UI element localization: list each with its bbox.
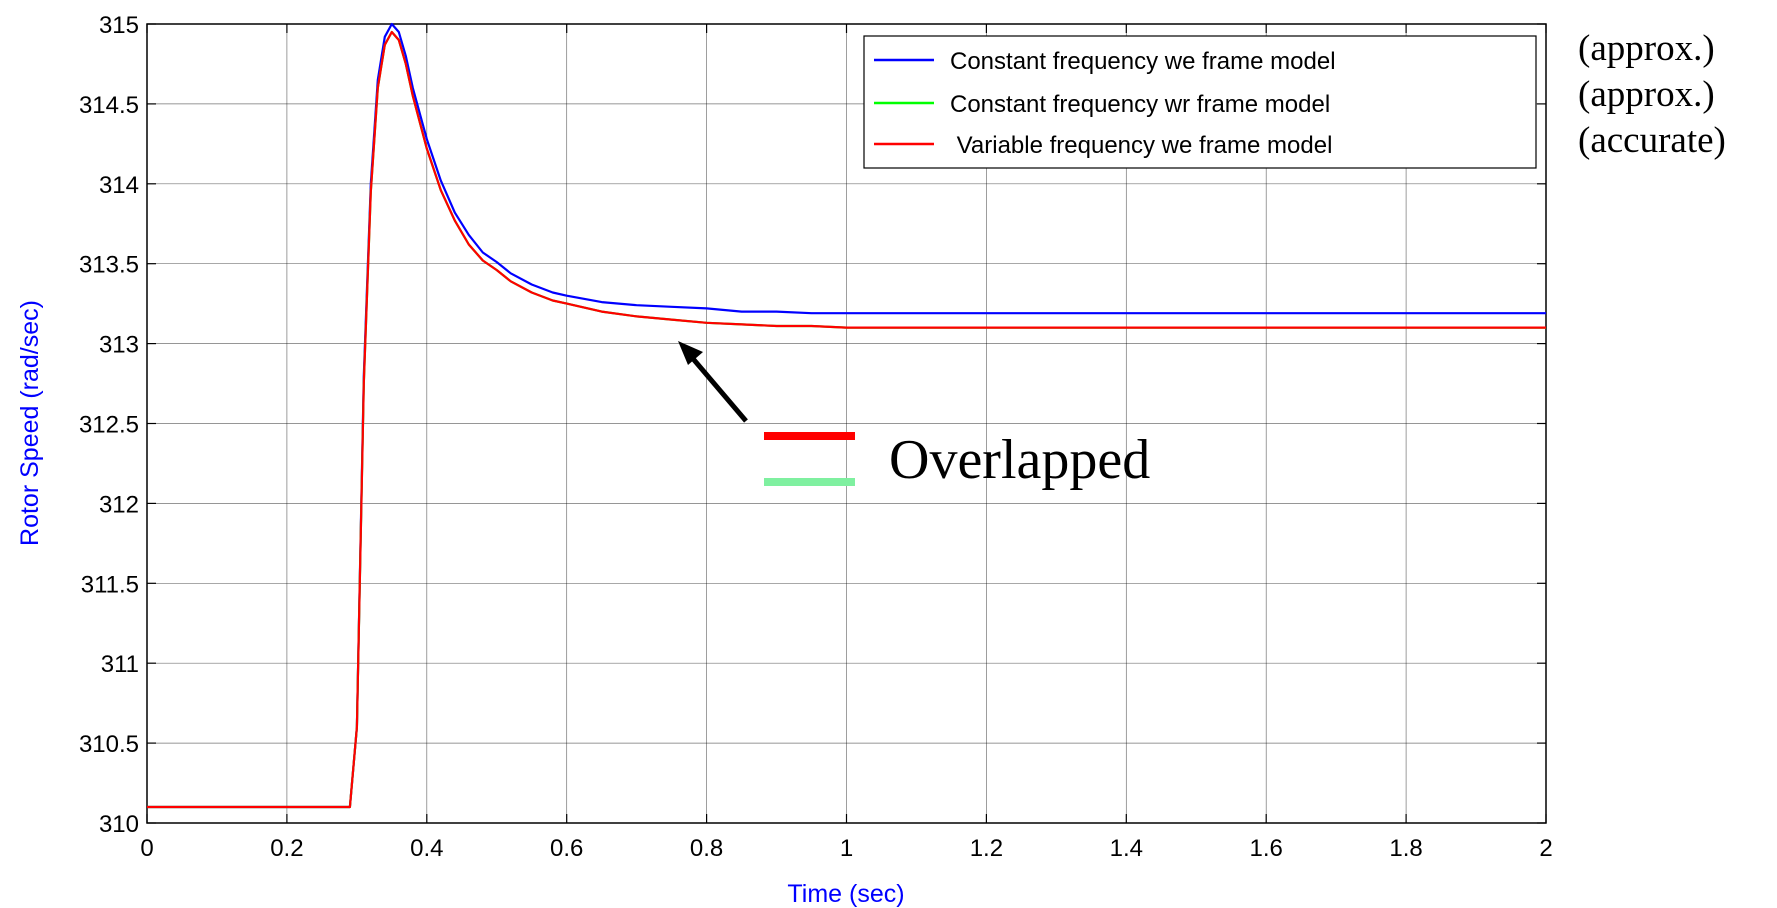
overlap-swatch-red (764, 432, 855, 440)
series-line-3 (147, 30, 1546, 809)
x-axis-label: Time (sec) (787, 880, 904, 908)
y-tick-label: 314 (99, 172, 139, 199)
legend: Constant frequency we frame model Consta… (863, 35, 1537, 169)
y-axis-label: Rotor Speed (rad/sec) (16, 300, 44, 546)
x-tick-label: 0.4 (410, 835, 443, 862)
y-tick-label: 311.5 (81, 571, 139, 598)
overlap-annotation: Overlapped (678, 341, 1150, 491)
x-tick-labels: 0 0.2 0.4 0.6 0.8 1 1.2 1.4 1.6 1.8 2 (140, 835, 1552, 862)
axis-ticks (146, 23, 1547, 824)
side-note-3: (accurate) (1578, 120, 1726, 161)
x-tick-label: 0.8 (690, 835, 723, 862)
y-tick-label: 312.5 (79, 412, 139, 439)
series-line-1 (147, 22, 1546, 809)
legend-label-3: Variable frequency we frame model (950, 132, 1332, 159)
side-note-1: (approx.) (1578, 28, 1715, 69)
legend-label-2: Constant frequency wr frame model (950, 91, 1330, 118)
y-tick-label: 312 (99, 491, 139, 518)
x-tick-label: 1.8 (1389, 835, 1422, 862)
y-tick-label: 314.5 (79, 92, 139, 119)
x-tick-label: 1.2 (970, 835, 1003, 862)
y-tick-label: 315 (99, 12, 139, 39)
overlap-swatch-green (764, 478, 855, 486)
y-tick-label: 310 (99, 811, 139, 838)
y-tick-label: 310.5 (79, 731, 139, 758)
annotation-arrow-head (678, 341, 703, 365)
y-tick-labels: 310 310.5 311 311.5 312 312.5 313 313.5 314 314.5… (79, 12, 139, 838)
x-tick-label: 1.4 (1110, 835, 1143, 862)
overlap-label: Overlapped (889, 429, 1150, 491)
series-lines (147, 22, 1546, 809)
legend-label-1: Constant frequency we frame model (950, 48, 1336, 75)
y-tick-label: 313 (99, 332, 139, 359)
x-tick-label: 1 (840, 835, 853, 862)
side-note-2: (approx.) (1578, 74, 1715, 115)
x-tick-label: 0.2 (270, 835, 303, 862)
legend-box (863, 35, 1537, 169)
y-tick-label: 311 (101, 651, 139, 678)
x-tick-label: 1.6 (1250, 835, 1283, 862)
x-tick-label: 0 (140, 835, 153, 862)
x-tick-label: 0.6 (550, 835, 583, 862)
annotation-arrow-shaft (687, 352, 748, 423)
x-tick-label: 2 (1539, 835, 1552, 862)
y-tick-label: 313.5 (79, 252, 139, 279)
